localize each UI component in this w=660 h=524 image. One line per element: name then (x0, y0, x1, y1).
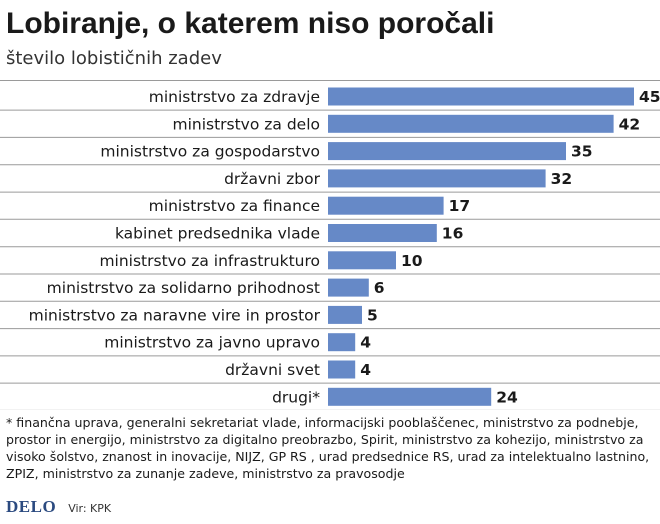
bar (328, 196, 444, 215)
value-label: 5 (367, 306, 378, 324)
value-label: 4 (360, 334, 371, 352)
category-label: ministrstvo za delo (172, 115, 320, 133)
bar (328, 224, 437, 242)
bar (328, 278, 369, 297)
category-label: ministrstvo za infrastrukturo (99, 252, 320, 270)
bar (328, 387, 492, 406)
value-label: 24 (496, 388, 518, 406)
source-note: Vir: KPK (68, 502, 112, 515)
category-label: drugi* (272, 388, 320, 406)
value-label: 4 (360, 361, 371, 379)
bar (328, 305, 362, 324)
value-label: 42 (619, 115, 641, 133)
delo-logo: DELO (6, 497, 57, 516)
category-label: ministrstvo za finance (149, 197, 320, 215)
chart-title: Lobiranje, o katerem niso poročali (6, 7, 495, 40)
value-label: 10 (401, 252, 423, 270)
category-label: kabinet predsednika vlade (115, 225, 320, 243)
category-label: državni zbor (224, 170, 321, 188)
value-label: 45 (639, 88, 660, 106)
value-label: 16 (442, 225, 464, 243)
category-label: ministrstvo za gospodarstvo (100, 143, 320, 161)
category-label: ministrstvo za solidarno prihodnost (47, 279, 320, 297)
chart-subtitle: število lobističnih zadev (6, 48, 222, 69)
value-label: 17 (449, 197, 471, 215)
category-label: ministrstvo za zdravje (149, 88, 320, 106)
bar (328, 169, 546, 188)
category-label: ministrstvo za naravne vire in prostor (29, 306, 321, 324)
bar (328, 333, 356, 352)
bar (328, 114, 614, 133)
bar (328, 251, 396, 270)
value-label: 6 (374, 279, 385, 297)
value-label: 32 (551, 170, 573, 188)
chart-footer: DELO Vir: KPK (6, 497, 111, 517)
chart-footnote: * finančna uprava, generalni sekretariat… (6, 415, 650, 481)
bar (328, 87, 634, 106)
category-label: ministrstvo za javno upravo (104, 334, 320, 352)
bar (328, 142, 566, 161)
bar (328, 360, 356, 379)
value-label: 35 (571, 143, 593, 161)
category-label: državni svet (225, 361, 320, 379)
